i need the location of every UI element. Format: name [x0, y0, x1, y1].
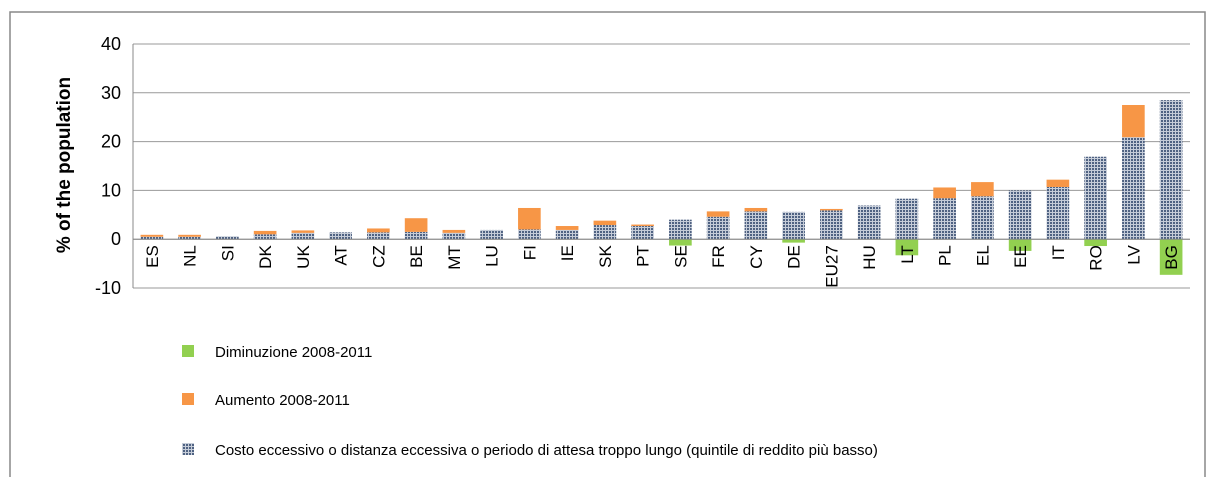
y-tick-label: 20: [101, 132, 121, 152]
x-tick-label: RO: [1087, 245, 1106, 271]
x-tick-label: IT: [1049, 245, 1068, 260]
bar-segment: [706, 211, 730, 217]
bar-segment: [857, 205, 881, 240]
bar-segment: [216, 236, 239, 240]
bar-segment: [253, 234, 277, 240]
x-tick-label: BE: [407, 245, 426, 268]
x-tick-label: PL: [936, 245, 955, 266]
x-tick-label: DE: [785, 245, 804, 269]
legend-label: Diminuzione 2008-2011: [215, 344, 372, 361]
bar-segment: [820, 210, 843, 240]
legend-swatch: [182, 393, 194, 405]
x-tick-label: CY: [747, 245, 766, 269]
legend-swatch: [182, 345, 194, 357]
bar-segment: [480, 229, 503, 240]
y-tick-label: 30: [101, 83, 121, 103]
bar-segment: [971, 196, 994, 240]
x-tick-label: BG: [1162, 245, 1181, 270]
bar-segment: [593, 225, 617, 240]
bar-segment: [442, 232, 466, 240]
bar-segment: [971, 182, 994, 197]
x-tick-label: LV: [1124, 245, 1143, 265]
bar-segment: [1122, 137, 1145, 240]
bar-segment: [442, 229, 466, 233]
x-tick-label: LT: [898, 245, 917, 264]
x-tick-label: SE: [671, 245, 690, 268]
y-axis-title: % of the population: [54, 77, 75, 253]
frame: [9, 11, 1206, 477]
bar-segment: [253, 230, 277, 235]
bar-segment: [1084, 239, 1107, 247]
x-tick-label: AT: [332, 245, 351, 265]
x-tick-label: FI: [520, 245, 539, 260]
bar-segment: [631, 224, 654, 227]
x-tick-label: SI: [218, 245, 237, 261]
x-tick-label: FR: [709, 245, 728, 268]
bar-segment: [669, 239, 692, 246]
bar-segment: [1122, 105, 1145, 138]
legend-label: Costo eccessivo o distanza eccessiva o p…: [215, 442, 878, 459]
x-tick-label: EU27: [822, 245, 841, 288]
bar-segment: [933, 187, 956, 199]
bar-segment: [178, 234, 201, 237]
bar-segment: [291, 232, 315, 240]
x-tick-label: MT: [445, 245, 464, 270]
x-tick-label: SK: [596, 245, 615, 268]
bar-segment: [1159, 100, 1183, 240]
legend-swatch: [182, 443, 194, 455]
bar-segment: [895, 198, 919, 240]
bar-segment: [820, 208, 843, 211]
legend-label: Aumento 2008-2011: [215, 392, 350, 409]
bar-segment: [555, 229, 579, 240]
x-tick-label: HU: [860, 245, 879, 270]
bar-segment: [706, 216, 730, 240]
x-tick-label: NL: [181, 245, 200, 267]
y-tick-label: 10: [101, 180, 121, 200]
y-tick-label: -10: [95, 278, 121, 298]
bar-segment: [1159, 239, 1183, 275]
bar-segment: [631, 226, 654, 240]
x-tick-label: DK: [256, 245, 275, 269]
bar-segment: [518, 229, 541, 240]
bar-segment: [1008, 190, 1032, 240]
bar-segment: [1046, 179, 1070, 187]
x-tick-label: EL: [973, 245, 992, 266]
x-tick-label: CZ: [369, 245, 388, 268]
bar-segment: [933, 198, 956, 240]
x-tick-label: PT: [634, 245, 653, 267]
bar-segment: [1046, 186, 1070, 240]
x-tick-label: UK: [294, 245, 313, 269]
x-tick-label: EE: [1011, 245, 1030, 268]
bar-segment: [178, 236, 201, 240]
bar-segment: [782, 239, 805, 243]
bar-segment: [367, 232, 390, 240]
bar-segment: [291, 230, 315, 233]
bar-segment: [1008, 239, 1032, 251]
bar-segment: [329, 232, 352, 240]
bar-segment: [404, 218, 428, 232]
bar-segment: [1084, 156, 1107, 240]
bar-segment: [782, 211, 805, 240]
bar-segment: [744, 211, 768, 240]
bar-segment: [404, 231, 428, 240]
bar-segment: [367, 228, 390, 233]
x-tick-label: IE: [558, 245, 577, 261]
x-tick-label: LU: [483, 245, 502, 267]
bar-segment: [555, 226, 579, 230]
bar-segment: [593, 220, 617, 226]
bar-segment: [895, 239, 919, 256]
bar-segment: [140, 234, 164, 237]
bar-segment: [518, 207, 541, 230]
x-tick-label: ES: [143, 245, 162, 268]
y-tick-label: 0: [111, 229, 121, 249]
bar-segment: [140, 236, 164, 240]
y-tick-label: 40: [101, 34, 121, 54]
bar-segment: [669, 219, 692, 240]
bar-segment: [744, 207, 768, 212]
